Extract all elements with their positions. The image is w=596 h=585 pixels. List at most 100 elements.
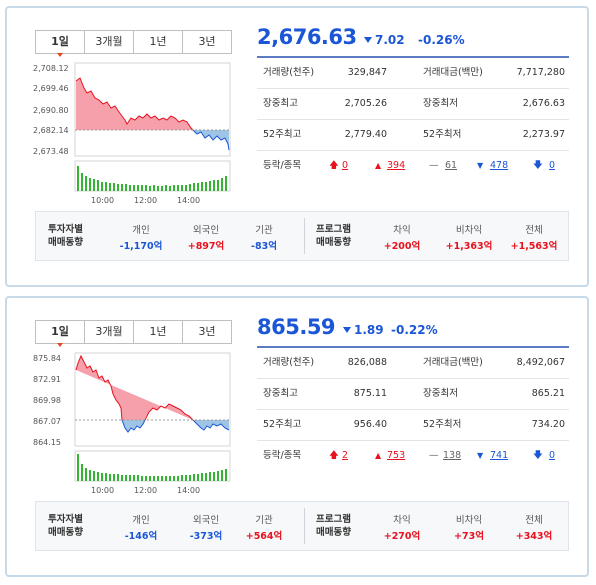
stats-label: 장중최고 — [263, 98, 298, 109]
tab-3month[interactable]: 3개월 — [84, 320, 134, 344]
index-change-pct: -0.26% — [418, 33, 465, 47]
index-change: 1.89 — [343, 323, 384, 337]
upper-limit-count[interactable]: 0 — [342, 160, 349, 171]
tab-1day[interactable]: 1일 — [35, 320, 85, 347]
flat-dash-icon: — — [429, 160, 439, 171]
investor-trading-box: 투자자별 매매동향 개인 -146억 외국인 -373억 기관 +564억 프로그… — [35, 501, 569, 551]
foreign-value: +897억 — [187, 241, 225, 252]
non-arbitrage-value: +1,363억 — [445, 241, 493, 252]
stats-label: 거래량(천주) — [263, 357, 315, 368]
stats-label: 52주최고 — [263, 419, 302, 430]
period-tabs: 1일 3개월 1년 3년 — [35, 320, 232, 347]
price-line-down — [192, 129, 230, 151]
lower-limit-count[interactable]: 0 — [549, 160, 556, 171]
volume-bars — [77, 166, 227, 191]
upper-limit-count[interactable]: 2 — [342, 450, 349, 461]
arbitrage-value: +270억 — [383, 531, 421, 542]
flat-count[interactable]: 138 — [443, 450, 462, 461]
tab-3month[interactable]: 3개월 — [84, 30, 134, 54]
total-value: +343억 — [515, 531, 553, 542]
down-count[interactable]: 478 — [490, 160, 509, 171]
volume-frame — [74, 450, 231, 482]
tab-label: 1일 — [51, 325, 69, 338]
tab-3year[interactable]: 3년 — [182, 30, 232, 54]
y-tick-label: 867.07 — [33, 417, 61, 426]
tab-1day[interactable]: 1일 — [35, 30, 85, 57]
up-triangle-icon: ▲ — [375, 161, 382, 170]
foreign-label: 외국인 — [192, 515, 220, 526]
period-tabs: 1일 3개월 1년 3년 — [35, 30, 232, 57]
price-line-up — [75, 354, 123, 421]
stats-label: 거래량(천주) — [263, 67, 315, 78]
stats-table: 거래량(천주) 826,088 거래대금(백만) 8,492,067 장중최고 … — [257, 346, 569, 471]
price-line-up — [75, 77, 194, 131]
stats-label: 거래대금(백만) — [423, 67, 483, 78]
lower-limit-count[interactable]: 0 — [549, 450, 556, 461]
stats-label: 거래대금(백만) — [423, 357, 483, 368]
stats-label: 장중최저 — [423, 388, 458, 399]
x-tick-label: 12:00 — [134, 196, 157, 205]
stats-row: 거래량(천주) 826,088 거래대금(백만) 8,492,067 — [257, 348, 569, 379]
divider — [304, 508, 305, 544]
program-title: 프로그램 매매동향 — [316, 514, 351, 538]
updown-row: 등락/종목 🡅 0 ▲ 394 — 61 ▼ 478 🡇 0 — [257, 151, 569, 181]
stats-value: 7,717,280 — [516, 67, 565, 78]
arbitrage-label: 차익 — [393, 225, 411, 236]
upper-limit-icon: 🡅 — [329, 160, 339, 171]
arbitrage-value: +200억 — [383, 241, 421, 252]
up-count[interactable]: 753 — [387, 450, 406, 461]
flat-count[interactable]: 61 — [445, 160, 458, 171]
updown-label: 등락/종목 — [263, 160, 302, 171]
plot-frame — [74, 352, 231, 447]
lower-limit-icon: 🡇 — [533, 160, 543, 171]
stats-value: 956.40 — [353, 419, 387, 430]
down-count[interactable]: 741 — [490, 450, 509, 461]
tab-1year[interactable]: 1년 — [133, 30, 183, 54]
total-label: 전체 — [525, 515, 543, 526]
index-change-pct: -0.22% — [391, 323, 438, 337]
institution-value: -83억 — [251, 241, 277, 252]
stats-row: 장중최고 2,705.26 장중최저 2,676.63 — [257, 89, 569, 120]
stats-value: 2,273.97 — [522, 129, 565, 140]
y-tick-label: 872.91 — [33, 375, 61, 384]
institution-label: 기관 — [255, 515, 273, 526]
stats-label: 장중최고 — [263, 388, 298, 399]
stats-value: 2,779.40 — [344, 129, 387, 140]
individual-label: 개인 — [132, 515, 150, 526]
stats-label: 장중최저 — [423, 98, 458, 109]
tab-1year[interactable]: 1년 — [133, 320, 183, 344]
foreign-value: -373억 — [189, 531, 223, 542]
volume-frame — [74, 160, 231, 192]
stats-row: 장중최고 875.11 장중최저 865.21 — [257, 379, 569, 410]
stats-label: 52주최고 — [263, 129, 302, 140]
active-tab-caret-icon — [57, 53, 63, 57]
non-arbitrage-value: +73억 — [454, 531, 484, 542]
institution-label: 기관 — [255, 225, 273, 236]
area-up — [76, 78, 193, 130]
up-count[interactable]: 394 — [387, 160, 406, 171]
upper-limit-icon: 🡅 — [329, 450, 339, 461]
investor-trading-box: 투자자별 매매동향 개인 -1,170억 외국인 +897억 기관 -83억 프로… — [35, 211, 569, 261]
non-arbitrage-label: 비차익 — [455, 515, 483, 526]
x-axis: 10:00 12:00 14:00 — [91, 196, 200, 205]
tab-3year[interactable]: 3년 — [182, 320, 232, 344]
stats-value: 2,676.63 — [522, 98, 565, 109]
kospi-panel: 1일 3개월 1년 3년 2,708.12 2,699.46 2,690.80 … — [5, 6, 589, 287]
y-axis: 2,708.12 2,699.46 2,690.80 2,682.14 2,67… — [33, 64, 69, 156]
area-down — [122, 420, 145, 432]
y-tick-label: 869.98 — [33, 396, 61, 405]
x-tick-label: 12:00 — [134, 486, 157, 495]
index-change: 7.02 — [364, 33, 405, 47]
area-down — [193, 420, 229, 430]
stats-value: 8,492,067 — [516, 357, 565, 368]
intraday-chart[interactable]: 875.84 872.91 869.98 867.07 864.15 10:00… — [7, 348, 242, 498]
stats-label: 52주최저 — [423, 129, 462, 140]
stats-row: 52주최고 2,779.40 52주최저 2,273.97 — [257, 120, 569, 151]
price-line-up — [144, 403, 194, 421]
up-triangle-icon: ▲ — [375, 451, 382, 460]
area-up — [76, 356, 193, 420]
individual-value: -146억 — [124, 531, 158, 542]
program-title: 프로그램 매매동향 — [316, 224, 351, 248]
index-value: 865.59 — [257, 315, 336, 339]
intraday-chart[interactable]: 2,708.12 2,699.46 2,690.80 2,682.14 2,67… — [7, 58, 242, 208]
